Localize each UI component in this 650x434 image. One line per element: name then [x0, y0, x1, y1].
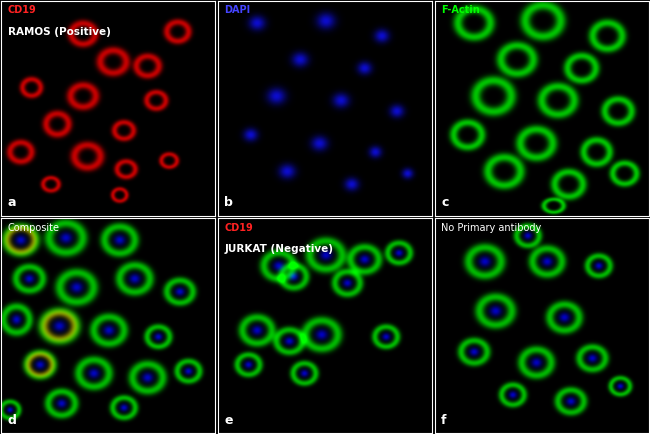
Text: c: c: [441, 196, 448, 209]
Text: e: e: [224, 414, 233, 427]
Text: JURKAT (Negative): JURKAT (Negative): [224, 244, 333, 254]
Text: F-Actin: F-Actin: [441, 5, 480, 15]
Text: No Primary antibody: No Primary antibody: [441, 223, 541, 233]
Text: b: b: [224, 196, 233, 209]
Text: f: f: [441, 414, 447, 427]
Text: CD19: CD19: [8, 5, 36, 15]
Text: DAPI: DAPI: [224, 5, 250, 15]
Text: Composite: Composite: [8, 223, 60, 233]
Text: a: a: [8, 196, 16, 209]
Text: d: d: [8, 414, 17, 427]
Text: CD19: CD19: [224, 223, 253, 233]
Text: RAMOS (Positive): RAMOS (Positive): [8, 26, 110, 36]
